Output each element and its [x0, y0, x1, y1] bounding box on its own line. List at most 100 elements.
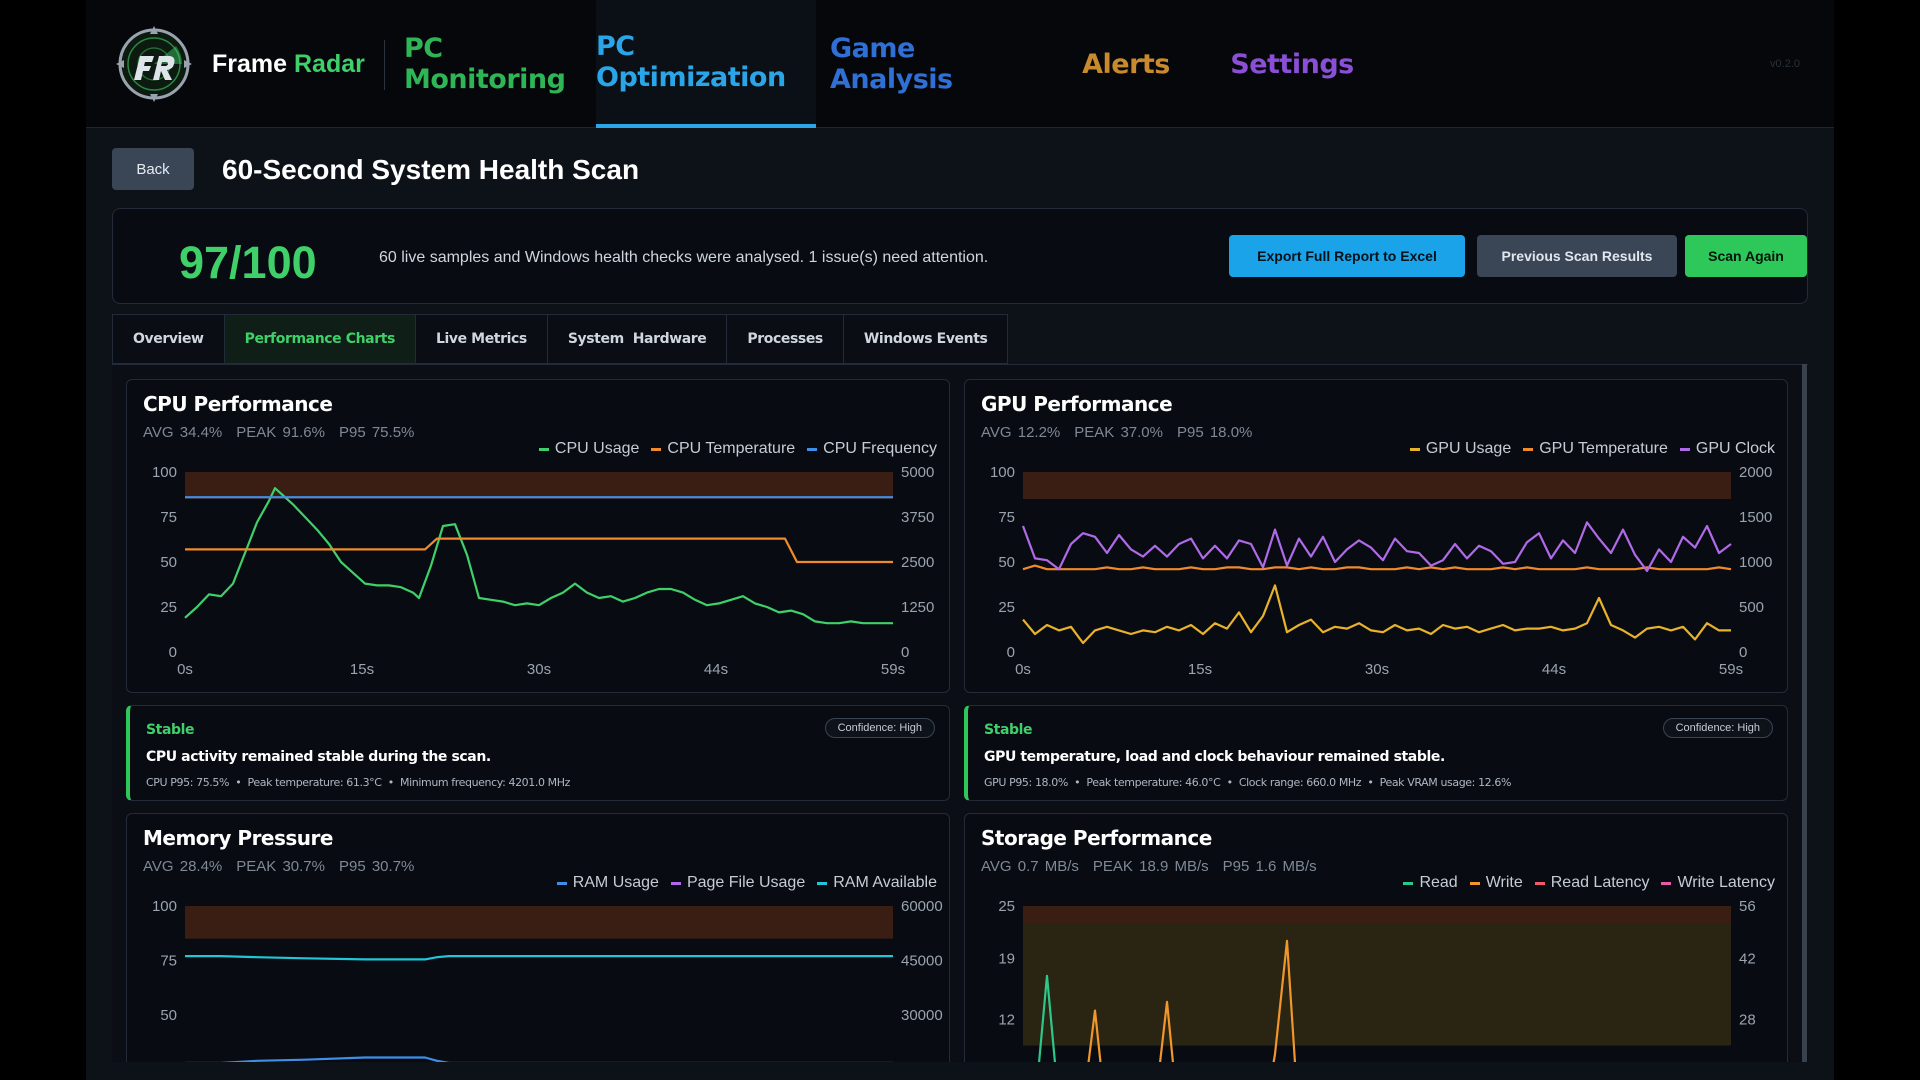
y2-tick-label: 30000	[901, 1007, 943, 1024]
y-tick-label: 0	[1007, 644, 1015, 661]
legend-item[interactable]: Read	[1403, 874, 1458, 892]
legend-item[interactable]: RAM Usage	[556, 874, 659, 892]
x-tick-label: 44s	[1542, 661, 1566, 678]
chart-legend: RAM Usage Page File Usage RAM Available	[545, 874, 937, 892]
nav-pc-monitoring[interactable]: PC Monitoring	[404, 0, 578, 128]
x-tick-label: 0s	[1015, 661, 1031, 678]
y-tick-label: 100	[152, 898, 177, 915]
legend-label: RAM Usage	[572, 874, 659, 891]
stat-avg: AVG 0.7 MB/s	[981, 858, 1079, 875]
series-line-cpu-temperature	[185, 537, 893, 564]
chart-legend: GPU Usage GPU Temperature GPU Clock	[1398, 440, 1775, 458]
legend-item[interactable]: CPU Temperature	[651, 440, 795, 458]
nav-pc-optimization[interactable]: PC Optimization	[596, 0, 816, 128]
legend-item[interactable]: CPU Usage	[538, 440, 639, 458]
y2-tick-label: 45000	[901, 953, 943, 970]
y-tick-label: 25	[160, 1062, 177, 1063]
legend-item[interactable]: CPU Frequency	[807, 440, 937, 458]
tab-live-metrics[interactable]: Live Metrics	[414, 314, 548, 364]
x-tick-label: 59s	[881, 661, 905, 678]
warning-zone	[1023, 906, 1731, 924]
back-button[interactable]: Back	[112, 148, 194, 190]
app-window: Frame Radar PC Monitoring PC Optimizatio…	[86, 0, 1834, 1080]
legend-label: CPU Temperature	[667, 440, 796, 457]
series-line-ram-available	[185, 954, 893, 961]
tab-processes[interactable]: Processes	[726, 314, 844, 364]
legend-label: GPU Clock	[1695, 440, 1775, 457]
legend-item[interactable]: GPU Temperature	[1523, 440, 1668, 458]
stat-peak: PEAK 37.0%	[1074, 424, 1163, 441]
legend-label: GPU Temperature	[1539, 440, 1668, 457]
legend-item[interactable]: RAM Available	[817, 874, 937, 892]
tab-system-hardware[interactable]: System Hardware	[546, 314, 728, 364]
nav-label: Alerts	[1082, 48, 1170, 80]
y2-tick-label: 500	[1739, 599, 1764, 616]
gpu-performance-panel: GPU Performance AVG 12.2% PEAK 37.0% P95 1…	[964, 379, 1788, 693]
stat-peak: PEAK 91.6%	[236, 424, 325, 441]
scan-summary-card: 97/100 60 live samples and Windows healt…	[112, 208, 1808, 304]
storage-performance-panel: Storage Performance AVG 0.7 MB/s PEAK 18.…	[964, 813, 1788, 1062]
top-navigation-bar: Frame Radar PC Monitoring PC Optimizatio…	[86, 0, 1834, 128]
stat-p95: P95 75.5%	[338, 424, 415, 441]
stat-p95: P95 1.6 MB/s	[1222, 858, 1317, 875]
y2-tick-label: 0	[901, 644, 909, 661]
gpu-status-card: Stable Confidence: High GPU temperature,…	[964, 705, 1788, 801]
legend-item[interactable]: Write Latency	[1661, 874, 1775, 892]
nav-game-analysis[interactable]: Game Analysis	[830, 0, 1036, 128]
status-text: CPU activity remained stable during the …	[146, 749, 491, 765]
memory-pressure-panel: Memory Pressure AVG 28.4% PEAK 30.7% P95 3…	[126, 813, 950, 1062]
y-tick-label: 50	[160, 1007, 177, 1024]
chart-title: Storage Performance	[981, 826, 1212, 850]
export-report-button[interactable]: Export Full Report to Excel	[1229, 235, 1465, 277]
status-detail: CPU P95: 75.5% • Peak temperature: 61.3°…	[146, 776, 570, 789]
warning-zone	[185, 472, 893, 499]
previous-scan-results-button[interactable]: Previous Scan Results	[1477, 235, 1677, 277]
x-tick-label: 30s	[527, 661, 551, 678]
frame-radar-logo-icon	[116, 26, 192, 102]
y-tick-label: 25	[160, 599, 177, 616]
status-label: Stable	[984, 722, 1033, 738]
status-label: Stable	[146, 722, 195, 738]
legend-label: Read Latency	[1550, 874, 1650, 891]
legend-item[interactable]: GPU Clock	[1679, 440, 1775, 458]
y2-tick-label: 3750	[901, 509, 934, 526]
nav-alerts[interactable]: Alerts	[1064, 0, 1188, 128]
app-version: v0.2.0	[1770, 58, 1800, 70]
scan-again-button[interactable]: Scan Again	[1685, 235, 1807, 277]
y-tick-label: 100	[152, 464, 177, 481]
y-tick-label: 19	[998, 950, 1015, 967]
chart-title: CPU Performance	[143, 392, 333, 416]
stat-avg: AVG 12.2%	[981, 424, 1061, 441]
x-tick-label: 0s	[177, 661, 193, 678]
legend-label: Page File Usage	[686, 874, 806, 891]
tab-overview[interactable]: Overview	[112, 314, 225, 364]
stat-p95: P95 30.7%	[338, 858, 415, 875]
nav-settings[interactable]: Settings	[1214, 0, 1370, 128]
y2-tick-label: 15000	[901, 1062, 943, 1063]
series-line-gpu-usage	[1022, 584, 1731, 645]
content-scrollbar[interactable]	[1802, 364, 1807, 1062]
scan-summary-text: 60 live samples and Windows health check…	[379, 249, 989, 266]
legend-item[interactable]: Page File Usage	[670, 874, 806, 892]
status-text: GPU temperature, load and clock behaviou…	[984, 749, 1445, 765]
y2-tick-label: 42	[1739, 950, 1756, 967]
y2-tick-label: 28	[1739, 1011, 1756, 1028]
status-detail: GPU P95: 18.0% • Peak temperature: 46.0°…	[984, 776, 1512, 789]
chart-title: GPU Performance	[981, 392, 1173, 416]
legend-label: Write Latency	[1677, 874, 1775, 891]
y-tick-label: 25	[998, 898, 1015, 915]
legend-label: GPU Usage	[1425, 440, 1512, 457]
warning-zone	[1023, 472, 1731, 499]
tab-performance-charts[interactable]: Performance Charts	[223, 314, 416, 364]
tab-windows-events[interactable]: Windows Events	[842, 314, 1009, 364]
page-title: 60-Second System Health Scan	[222, 154, 640, 185]
nav-label: PC Optimization	[596, 31, 786, 93]
legend-item[interactable]: Read Latency	[1534, 874, 1650, 892]
legend-label: Read	[1419, 874, 1458, 891]
legend-item[interactable]: Write	[1469, 874, 1523, 892]
legend-item[interactable]: GPU Usage	[1409, 440, 1512, 458]
chart-legend: Read Write Read Latency Write Latency	[1391, 874, 1775, 892]
legend-label: CPU Frequency	[823, 440, 937, 457]
cpu-status-card: Stable Confidence: High CPU activity rem…	[126, 705, 950, 801]
